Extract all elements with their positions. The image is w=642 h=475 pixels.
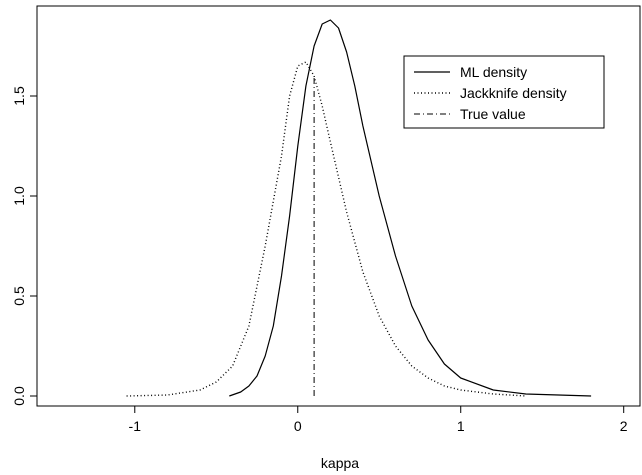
series-line-ml-density: [229, 19, 592, 397]
legend: ML density Jackknife density True value: [403, 55, 605, 129]
y-tick-label: 1.5: [11, 86, 27, 106]
plot-frame: [36, 5, 641, 407]
y-tick-label: 1.0: [11, 186, 27, 206]
x-tick-label: -1: [129, 418, 142, 434]
legend-label-ml-density: ML density: [460, 64, 527, 80]
y-axis: 0.0 0.5 1.0 1.5: [11, 86, 37, 406]
y-tick-label: 0.0: [11, 386, 27, 406]
x-axis: -1 0 1 2: [129, 406, 628, 434]
series-layer: [126, 19, 592, 397]
y-tick-label: 0.5: [11, 286, 27, 306]
legend-label-jackknife-density: Jackknife density: [460, 85, 567, 101]
x-tick-label: 1: [457, 418, 465, 434]
x-tick-label: 0: [294, 418, 302, 434]
x-tick-label: 2: [620, 418, 628, 434]
legend-label-true-value: True value: [460, 106, 526, 122]
legend-box: [403, 55, 605, 129]
x-axis-title: kappa: [321, 455, 359, 471]
